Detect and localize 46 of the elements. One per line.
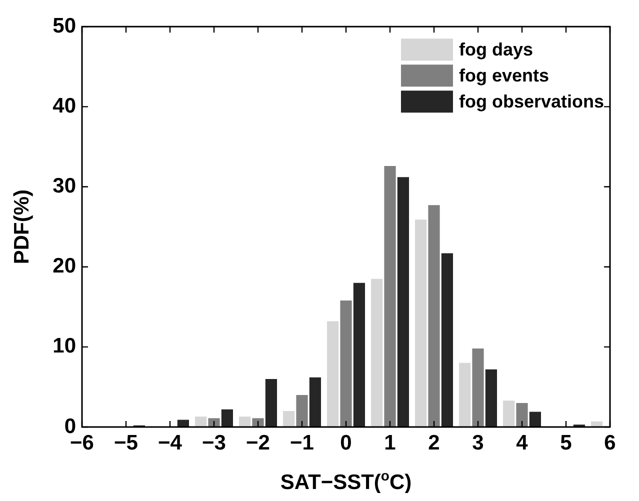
bar bbox=[265, 378, 278, 427]
x-tick-label: 3 bbox=[472, 431, 484, 454]
bar bbox=[370, 278, 383, 427]
bar bbox=[194, 416, 207, 427]
y-tick-label: 10 bbox=[52, 334, 76, 358]
y-tick-label: 20 bbox=[52, 254, 76, 278]
bar bbox=[208, 418, 220, 427]
y-tick-label: 30 bbox=[52, 174, 76, 198]
bar bbox=[472, 348, 484, 427]
bar bbox=[414, 220, 427, 427]
bar bbox=[529, 412, 542, 427]
x-tick-label: 0 bbox=[340, 431, 352, 454]
bar bbox=[282, 410, 295, 427]
x-tick-label: −4 bbox=[158, 431, 182, 454]
bar bbox=[397, 177, 410, 427]
x-tick-label: 5 bbox=[560, 431, 572, 454]
x-tick-label: 4 bbox=[516, 431, 528, 454]
bar bbox=[485, 369, 498, 427]
x-tick-label: −2 bbox=[246, 431, 270, 454]
x-tick-label: 1 bbox=[384, 431, 396, 454]
bar bbox=[428, 205, 440, 427]
bar bbox=[353, 282, 366, 427]
y-tick-label: 0 bbox=[64, 414, 76, 438]
bar bbox=[502, 400, 515, 427]
y-tick-label: 40 bbox=[52, 94, 76, 118]
bar bbox=[238, 416, 251, 427]
x-tick-label: −3 bbox=[202, 431, 226, 454]
bar bbox=[441, 253, 454, 427]
bar bbox=[252, 418, 264, 427]
x-tick-label: −5 bbox=[114, 431, 138, 454]
bar bbox=[458, 362, 471, 427]
bar bbox=[516, 402, 528, 427]
bar bbox=[384, 166, 396, 427]
bar bbox=[326, 321, 339, 427]
bar bbox=[221, 409, 234, 427]
x-tick-label: 2 bbox=[428, 431, 440, 454]
legend-label: fog observations bbox=[458, 92, 604, 112]
y-axis-title: PDF(%) bbox=[10, 189, 34, 264]
legend-label: fog events bbox=[458, 66, 550, 86]
bar bbox=[309, 377, 322, 427]
bar bbox=[296, 394, 308, 427]
x-tick-label: −1 bbox=[290, 431, 314, 454]
x-tick-label: 6 bbox=[604, 431, 616, 454]
y-tick-label: 50 bbox=[52, 14, 76, 38]
bar bbox=[340, 300, 352, 427]
legend-label: fog days bbox=[458, 40, 533, 60]
